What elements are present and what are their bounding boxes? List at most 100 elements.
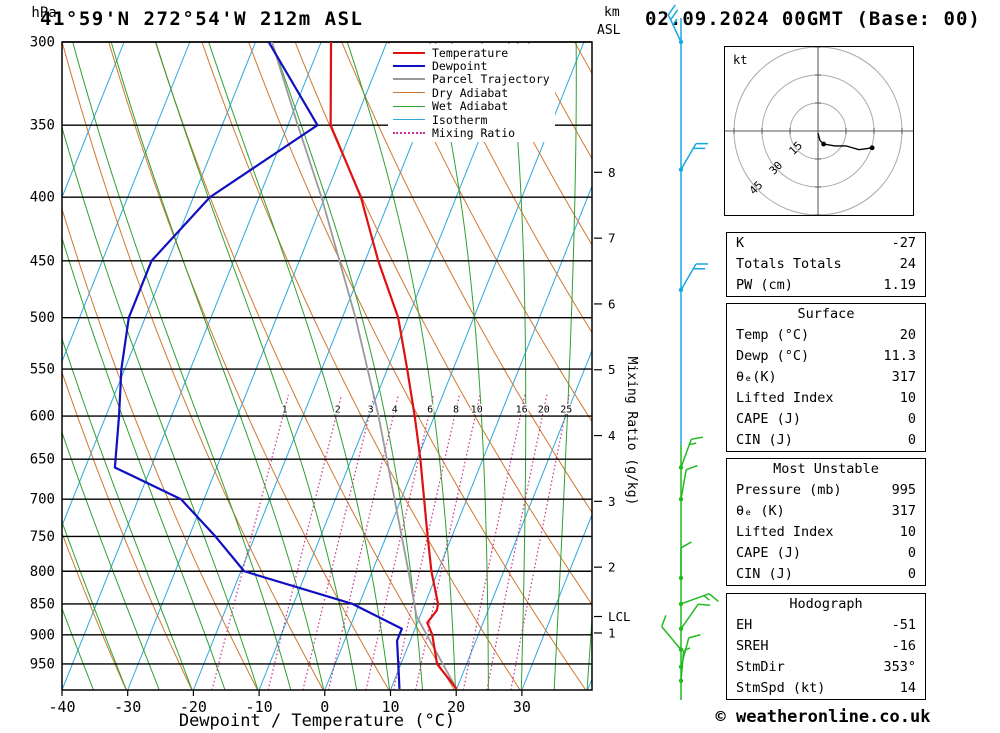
stat-label: StmDir — [736, 659, 785, 675]
svg-text:7: 7 — [608, 231, 616, 246]
svg-text:30: 30 — [513, 698, 531, 716]
legend-line-swatch — [393, 119, 425, 121]
stat-label: CIN (J) — [736, 432, 793, 448]
svg-text:850: 850 — [30, 596, 55, 612]
stat-value: 317 — [891, 369, 916, 385]
stat-label: Lifted Index — [736, 524, 834, 540]
wind-barb — [678, 593, 719, 607]
stat-row: SREH -16 — [727, 636, 925, 657]
stat-label: Dewp (°C) — [736, 348, 810, 364]
stat-row: CAPE (J) 0 — [727, 409, 925, 430]
stat-label: CAPE (J) — [736, 411, 802, 427]
stat-row: PW (cm) 1.19 — [727, 275, 925, 296]
table-title: Surface — [797, 306, 855, 322]
wind-barb — [678, 142, 708, 172]
stat-row: θₑ (K) 317 — [727, 501, 925, 522]
hodograph-stats-table: Hodograph EH -51 SREH -16 StmDir 353° StmSpd (k… — [726, 593, 926, 700]
pressure-axis: 300 350 400 450 500 550 600 650 700 750 800 850 900 9… — [30, 5, 57, 672]
wind-barb — [661, 615, 684, 652]
stat-value: 0 — [907, 432, 916, 448]
stat-value: 317 — [891, 503, 916, 519]
legend-item: Parcel Trajectory — [393, 73, 550, 86]
hodograph-dot — [821, 141, 827, 147]
stat-row: CIN (J) 0 — [727, 430, 925, 451]
stat-row: Dewp (°C) 11.3 — [727, 346, 925, 367]
legend-item: Dry Adiabat — [393, 86, 550, 99]
table-title: Most Unstable — [773, 461, 879, 477]
indices-table: K -27 Totals Totals 24 PW (cm) 1.19 — [726, 232, 926, 297]
stat-value: 995 — [891, 482, 916, 498]
wind-barb — [678, 541, 692, 581]
mixing-ratio-labels: 1 2 3 4 6 8 10 16 20 25 — [280, 403, 574, 417]
svg-text:1: 1 — [282, 405, 288, 416]
km-axis: 1 2 3 4 5 6 7 8 LCL km ASL Mixing Ratio (g/kg) — [594, 5, 639, 640]
svg-text:450: 450 — [30, 253, 55, 269]
wind-barb — [667, 4, 684, 45]
table-title: Hodograph — [789, 596, 863, 612]
svg-text:900: 900 — [30, 627, 55, 643]
svg-text:10: 10 — [381, 698, 399, 716]
stat-value: 0 — [907, 566, 916, 582]
svg-text:25: 25 — [560, 405, 572, 416]
stat-row: EH -51 — [727, 615, 925, 636]
legend-item: Isotherm — [393, 113, 550, 126]
stat-value: 0 — [907, 545, 916, 561]
svg-text:650: 650 — [30, 452, 55, 468]
legend-label: Isotherm — [432, 112, 488, 127]
legend-label: Dewpoint — [432, 59, 488, 74]
legend-line-swatch — [393, 51, 425, 54]
legend-label: Wet Adiabat — [432, 99, 509, 114]
wind-barb — [678, 263, 708, 293]
stat-label: CIN (J) — [736, 566, 793, 582]
legend-item: Mixing Ratio — [393, 126, 550, 139]
x-axis-label: Dewpoint / Temperature (°C) — [179, 711, 455, 731]
svg-text:8: 8 — [453, 405, 459, 416]
svg-text:-30: -30 — [114, 698, 141, 716]
svg-text:500: 500 — [30, 310, 55, 326]
legend: Temperature Dewpoint Parcel Trajectory Dry … — [388, 44, 555, 142]
svg-text:800: 800 — [30, 564, 55, 580]
svg-text:10: 10 — [471, 405, 483, 416]
svg-text:hPa: hPa — [31, 5, 56, 21]
stat-label: Temp (°C) — [736, 327, 810, 343]
hodograph-dot — [869, 145, 875, 151]
dewpoint-curve — [113, 42, 403, 690]
svg-text:ASL: ASL — [597, 23, 621, 38]
wind-barb — [678, 436, 704, 470]
legend-label: Dry Adiabat — [432, 85, 509, 100]
svg-text:550: 550 — [30, 362, 55, 378]
hodograph-trace — [817, 132, 873, 151]
temp-axis-labels: -40 -30 -20 -10 0 10 20 30 Dewpoint / Temperatur… — [48, 698, 530, 731]
wind-barb — [678, 464, 698, 502]
legend-item: Dewpoint — [393, 59, 550, 72]
stat-label: EH — [736, 617, 753, 633]
plot-frame — [61, 41, 593, 691]
stat-value: -51 — [891, 617, 916, 633]
stat-row: K -27 — [727, 233, 925, 254]
stat-label: Totals Totals — [736, 256, 842, 272]
stat-row: StmSpd (kt) 14 — [727, 678, 925, 699]
svg-text:km: km — [604, 5, 620, 20]
stat-label: CAPE (J) — [736, 545, 802, 561]
stat-row: Temp (°C) 20 — [727, 325, 925, 346]
stat-row: Pressure (mb) 995 — [727, 480, 925, 501]
stat-value: 0 — [907, 411, 916, 427]
svg-text:20: 20 — [538, 405, 550, 416]
legend-label: Mixing Ratio — [432, 126, 516, 141]
profiles — [113, 42, 458, 690]
mixing-ratio-axis-label: Mixing Ratio (g/kg) — [624, 357, 639, 506]
stat-row: Lifted Index 10 — [727, 388, 925, 409]
stat-label: StmSpd (kt) — [736, 680, 826, 696]
stat-row: StmDir 353° — [727, 657, 925, 678]
stat-value: 10 — [899, 524, 916, 540]
svg-text:950: 950 — [30, 656, 55, 672]
stat-row: CIN (J) 0 — [727, 564, 925, 585]
legend-item: Temperature — [393, 46, 550, 59]
svg-text:350: 350 — [30, 118, 55, 134]
svg-text:0: 0 — [320, 698, 329, 716]
stat-value: -16 — [891, 638, 916, 654]
stat-value: 11.3 — [883, 348, 916, 364]
svg-text:3: 3 — [368, 405, 374, 416]
